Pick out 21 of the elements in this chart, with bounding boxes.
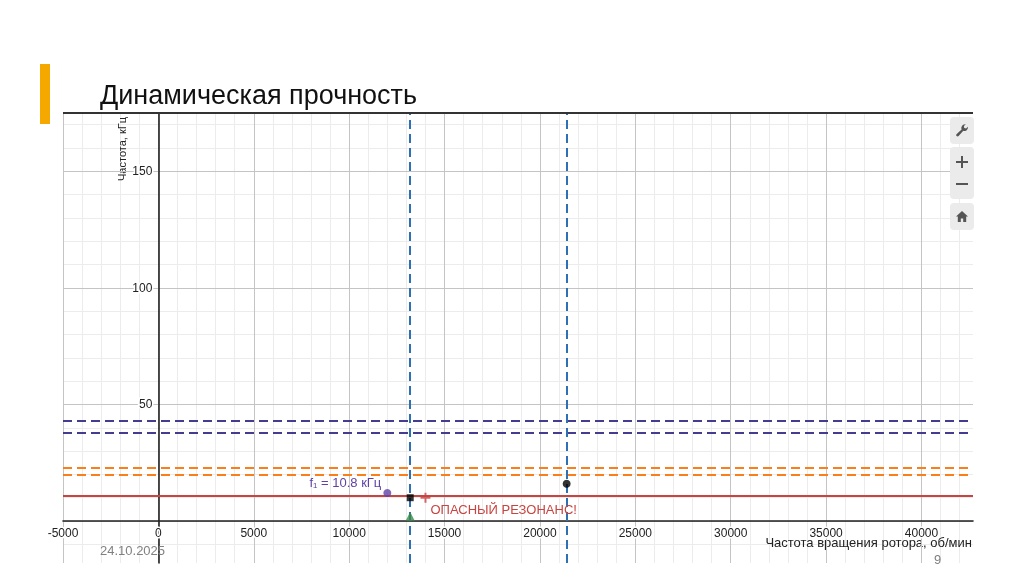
y-tick-label: 100 <box>132 280 153 295</box>
point <box>406 494 414 502</box>
x-tick-label: 10000 <box>332 526 367 541</box>
annotation: f₁ = 10.8 кГц <box>309 474 382 490</box>
x-tick-label: 20000 <box>523 526 557 541</box>
x-tick-label: 5000 <box>240 526 268 541</box>
chart-title: Динамическая прочность <box>100 79 418 111</box>
annotation: ОПАСНЫЙ РЕЗОНАНС! <box>430 502 577 518</box>
x-tick-label: 15000 <box>427 526 462 541</box>
x-tick-label: 35000 <box>809 526 844 541</box>
y-tick-label: 50 <box>139 397 153 412</box>
x-tick-label: -5000 <box>47 526 79 541</box>
point <box>562 479 571 488</box>
point <box>383 489 392 498</box>
y-axis-title: Частота, кГц <box>116 116 129 181</box>
annotation: 9 <box>934 552 942 567</box>
y-tick-label: 150 <box>132 164 153 179</box>
x-tick-label: 25000 <box>618 526 653 541</box>
point <box>405 511 415 521</box>
x-tick-label: 30000 <box>714 526 748 541</box>
point <box>420 492 431 503</box>
